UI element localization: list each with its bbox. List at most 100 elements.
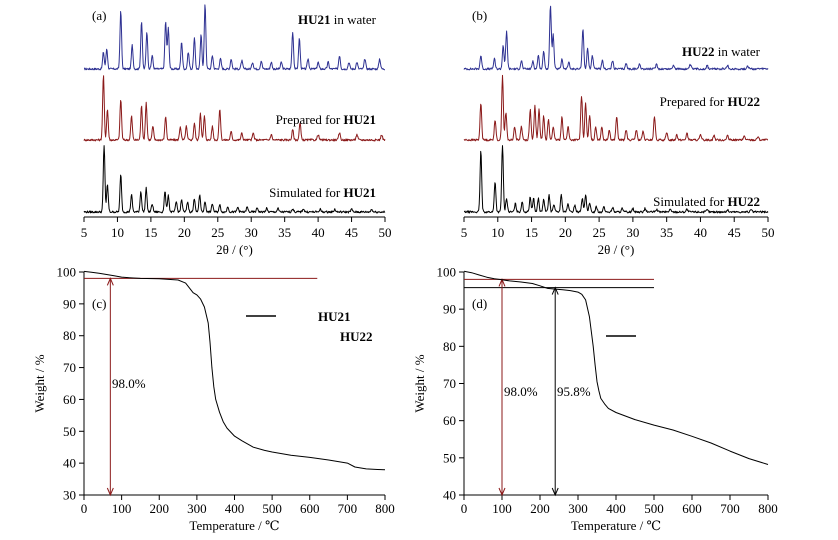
y-tick-label: 30 [63,488,76,503]
x-tick-label: 15 [525,225,538,240]
panel-a-xrd-hu21: 5 10 15 20 25 30 35 40 45 50 2θ / (°) (a) HU21 in wa… [81,4,392,257]
x-tick-label: 20 [178,225,191,240]
x-tick-label: 100 [492,501,512,516]
x-tick-label: 700 [338,501,358,516]
pattern-trace-1 [83,75,386,142]
x-tick-label: 300 [568,501,588,516]
panel-label: (c) [92,296,106,311]
y-axis-title: Weight / % [32,354,47,412]
x-axis-title: Temperature / ℃ [571,518,661,533]
x-tick-label: 5 [461,225,468,240]
trace-label-0: HU21 in water [298,12,377,27]
trace-label-0: HU22 in water [682,44,761,59]
x-axis-title: 2θ / (°) [216,242,253,257]
x-tick-label: 35 [660,225,673,240]
y-tick-label: 50 [443,450,456,465]
pattern-trace-0 [463,5,769,71]
arrow-head-down [498,487,506,497]
trace-label-compound: HU22 [682,44,715,59]
panel-b-xrd-hu22: 5 10 15 20 25 30 35 40 45 50 2θ / (°) (b) HU22 in wa… [461,5,775,257]
x-tick-label: 10 [111,225,124,240]
x-tick-label: 50 [379,225,392,240]
y-tick-label: 90 [443,302,456,317]
legend-label: HU22 [340,329,373,344]
pattern-trace-2 [83,145,386,214]
panel-label: (a) [92,8,106,23]
x-tick-label: 600 [682,501,702,516]
y-tick-label: 40 [63,456,76,471]
x-tick-label: 15 [144,225,157,240]
x-tick-label: 200 [530,501,550,516]
y-tick-label: 70 [443,376,456,391]
legend-label: HU21 [318,309,351,324]
x-tick-label: 400 [606,501,626,516]
x-tick-label: 45 [728,225,741,240]
trace-label-suffix: in water [331,12,377,27]
x-tick-label: 25 [211,225,224,240]
y-tick-label: 60 [63,392,76,407]
x-tick-label: 40 [312,225,325,240]
trace-label-prefix: Simulated for [269,185,343,200]
x-tick-label: 700 [720,501,740,516]
trace-label-compound: HU21 [344,112,377,127]
trace-label-2: Simulated for HU21 [269,185,376,200]
y-tick-label: 80 [443,339,456,354]
x-axis-title: Temperature / ℃ [189,518,279,533]
x-tick-label: 30 [245,225,258,240]
trace-label-prefix: Simulated for [653,194,727,209]
tga-curve [463,270,769,465]
trace-label-prefix: Prepared for [660,94,728,109]
x-tick-label: 10 [491,225,504,240]
x-tick-label: 5 [81,225,88,240]
x-tick-label: 25 [593,225,606,240]
trace-label-compound: HU21 [298,12,331,27]
pattern-trace-0 [84,4,385,71]
x-tick-label: 500 [644,501,664,516]
x-tick-label: 0 [81,501,88,516]
x-tick-label: 45 [345,225,358,240]
x-tick-label: 400 [225,501,245,516]
arrow-head-down [106,487,114,497]
x-tick-label: 800 [758,501,778,516]
y-tick-label: 70 [63,360,76,375]
x-tick-label: 800 [375,501,395,516]
trace-label-suffix: in water [715,44,761,59]
mass-retention-label: 95.8% [557,384,591,399]
x-tick-label: 600 [300,501,320,516]
trace-label-1: Prepared for HU21 [276,112,376,127]
x-tick-label: 30 [626,225,639,240]
x-tick-label: 40 [694,225,707,240]
x-tick-label: 0 [461,501,468,516]
trace-label-compound: HU22 [728,94,761,109]
trace-label-2: Simulated for HU22 [653,194,760,209]
panel-label: (b) [472,8,487,23]
y-tick-label: 60 [443,413,456,428]
mass-retention-label: 98.0% [504,384,538,399]
x-tick-label: 35 [278,225,291,240]
trace-label-1: Prepared for HU22 [660,94,760,109]
y-tick-label: 40 [443,488,456,503]
arrow-head-down [551,487,559,497]
mass-retention-label: 98.0% [112,376,146,391]
y-tick-label: 50 [63,424,76,439]
arrow-head-up [106,277,114,286]
x-tick-label: 50 [762,225,775,240]
y-tick-label: 100 [57,265,77,280]
arrow-head-up [551,286,559,295]
x-tick-label: 300 [187,501,207,516]
panel-label: (d) [472,296,487,311]
x-tick-label: 200 [150,501,170,516]
panel-d-tga-hu22: 0 100 200 300 400 500 600 700 800 40 50 60 70 80 90 100… [340,265,778,534]
y-tick-label: 100 [437,265,457,280]
x-axis-title: 2θ / (°) [598,242,635,257]
panel-c-tga-hu21: 0 100 200 300 400 500 600 700 800 30 40 50 60 70 80 90 1… [32,265,395,534]
y-tick-label: 80 [63,328,76,343]
y-tick-label: 90 [63,296,76,311]
x-tick-label: 20 [559,225,572,240]
pattern-trace-2 [464,145,769,214]
x-tick-label: 500 [262,501,282,516]
pattern-trace-1 [463,74,768,142]
trace-label-compound: HU22 [728,194,761,209]
trace-label-prefix: Prepared for [276,112,344,127]
